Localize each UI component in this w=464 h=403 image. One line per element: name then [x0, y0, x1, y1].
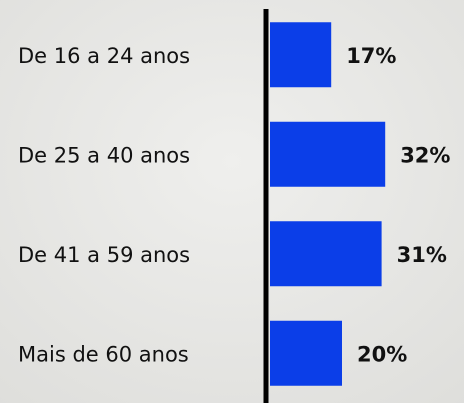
value-label: 32% [400, 143, 450, 167]
value-label: 17% [346, 44, 396, 68]
category-label: De 16 a 24 anos [18, 44, 190, 68]
category-label: De 41 a 59 anos [18, 243, 190, 267]
bar [270, 121, 386, 187]
bar [270, 320, 342, 386]
bar [270, 22, 332, 88]
category-label: De 25 a 40 anos [18, 143, 190, 167]
value-label: 31% [397, 243, 447, 267]
value-label: 20% [357, 342, 407, 366]
category-label: Mais de 60 anos [18, 342, 189, 366]
bar [270, 221, 382, 287]
